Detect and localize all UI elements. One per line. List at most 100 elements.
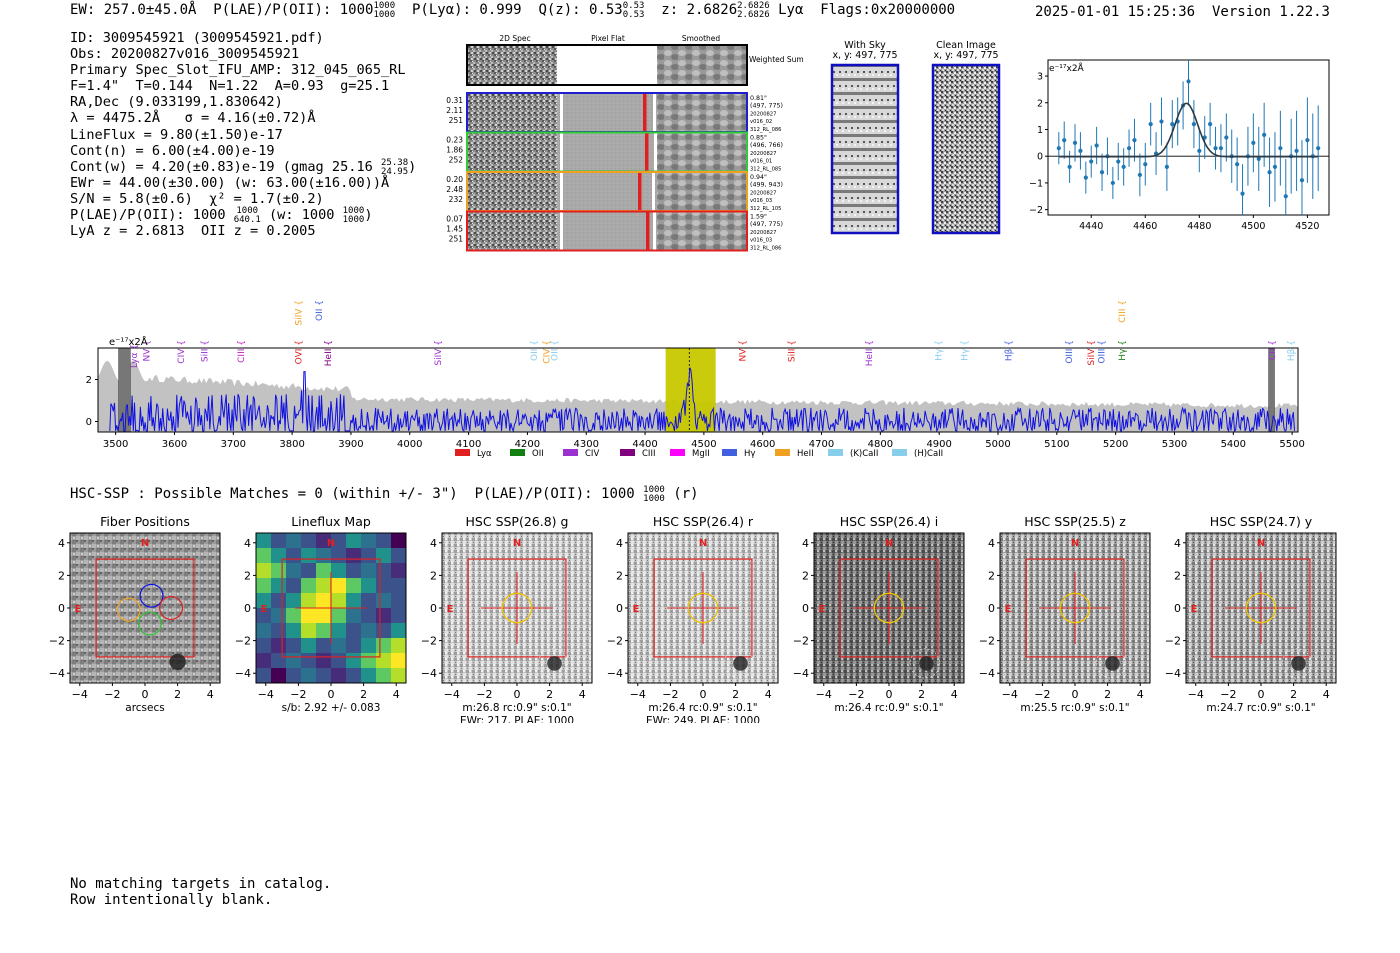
panel-caption: m:26.4 rc:0.9" s:0.1" [834, 702, 943, 714]
zoom-point [1294, 148, 1299, 153]
emission-line-label: HeII { [324, 340, 334, 366]
sky-error-fill [98, 360, 1298, 432]
col-title-smooth: Smoothed [682, 34, 721, 43]
info-obs: Obs: 20200827v016_3009545921 [70, 46, 300, 63]
search-box [95, 558, 195, 658]
fiber-circle [159, 595, 184, 621]
panel-title: HSC SSP(24.7) y [1210, 514, 1313, 529]
flux-map-cell [301, 653, 317, 669]
panel-ytick-label: −2 [49, 635, 65, 648]
zoom-point [1143, 162, 1148, 167]
panel-ytick-label: −4 [979, 667, 995, 680]
legend-label: (K)CaII [850, 449, 878, 459]
legend-label: (H)CaII [914, 449, 943, 459]
flux-map-cell [361, 638, 377, 654]
info-lambda: λ = 4475.2Å σ = 4.16(±0.72)Å [70, 110, 316, 127]
image-panel: HSC SSP(25.5) z N E 4 −4 2 −2 0 0 −2 2 −4 4 m:25.5 rc… [979, 514, 1151, 714]
zoom-point [1305, 138, 1310, 143]
legend-label: HeII [797, 449, 814, 459]
panel-ytick-label: 4 [1174, 537, 1181, 550]
zoom-point [1197, 148, 1202, 153]
legend-swatch [775, 449, 790, 456]
panel-ytick-label: 4 [802, 537, 809, 550]
flux-map-cell [256, 623, 272, 639]
flat-mask [560, 173, 563, 210]
flux-map-cell [301, 533, 317, 549]
flux-map-cell [301, 638, 317, 654]
panel-xtick-label: 2 [732, 688, 739, 701]
flux-map-cell [361, 533, 377, 549]
panel-xtick-label: 0 [328, 688, 335, 701]
flux-map-cell [391, 608, 407, 624]
panel-xtick-label: −4 [1188, 688, 1204, 701]
zoom-xtick-label: 4500 [1241, 221, 1265, 232]
spectrum-xtick-label: 4300 [574, 439, 599, 450]
flux-map-cell [346, 638, 362, 654]
emission-line-label: CIV { [177, 340, 187, 364]
legend-label: CIV [585, 449, 599, 459]
spectrum-xtick-label: 3600 [162, 439, 187, 450]
hsc-end: (r) [673, 486, 699, 502]
panel-ytick-label: 2 [616, 569, 623, 582]
flux-map-cell [346, 593, 362, 609]
flux-map-cell [361, 653, 377, 669]
spectrum-xtick-label: 4700 [809, 439, 834, 450]
search-box [653, 558, 753, 658]
flux-map-cell [331, 668, 347, 684]
cutout-stat: 251 [449, 235, 464, 244]
flux-map-cell [286, 653, 302, 669]
cutout-meta: 20200827 [750, 151, 776, 157]
zoom-point [1062, 138, 1067, 143]
info-lineflux: LineFlux = 9.80(±1.50)e-17 [70, 126, 283, 143]
aperture-circle [873, 592, 905, 624]
zoom-point [1056, 146, 1061, 151]
emission-line-label: OVI { [295, 340, 305, 364]
search-box [1211, 558, 1311, 658]
clean-image [931, 63, 1001, 235]
flux-map-cell [331, 533, 347, 549]
cutout-meta: 312_RL_086 [750, 245, 782, 251]
panel-xtick-label: −2 [848, 688, 864, 701]
panel-title: HSC SSP(26.4) r [653, 514, 754, 529]
flux-map-cell [301, 608, 317, 624]
flux-map-cell [361, 623, 377, 639]
flux-map-cell [271, 653, 287, 669]
flux-map-cell [391, 668, 407, 684]
flux-map-cell [286, 593, 302, 609]
zoom-point [1099, 170, 1105, 175]
qz-hi: 0.53 [622, 1, 645, 11]
flux-map-cell [316, 638, 332, 654]
flux-map-cell [286, 608, 302, 624]
fiber-circle [139, 583, 164, 608]
flux-map-cell [391, 563, 407, 579]
cutout-meta: 0.85" [750, 135, 767, 142]
cutout-smooth [657, 94, 746, 131]
flux-map-cell [391, 653, 407, 669]
flux-map-cell [271, 578, 287, 594]
flat-mask [560, 133, 563, 171]
hsc-matches-line: HSC-SSP : Possible Matches = 0 (within +… [70, 486, 699, 504]
panel-caption: EWr: 249, PLAE: 1000 [646, 715, 760, 723]
emission-line-label: OII { [550, 340, 560, 361]
spectrum-xtick-label: 3700 [221, 439, 246, 450]
spectrum-ylabel: e⁻¹⁷x2Å [109, 335, 148, 348]
spectrum-xtick-label: 5300 [1162, 439, 1187, 450]
emission-line-label: Hβ { [1287, 340, 1297, 361]
panel-ytick-label: 4 [430, 537, 437, 550]
panel-ytick-label: 0 [988, 602, 995, 615]
z-line: Lyα [778, 2, 804, 18]
flux-map-cell [346, 533, 362, 549]
panel-caption: m:25.5 rc:0.9" s:0.1" [1020, 702, 1129, 714]
flux-map-cell [256, 533, 272, 549]
spectrum-xtick-label: 3900 [338, 439, 363, 450]
compass-east: E [1191, 604, 1198, 615]
sky-images: With Sky x, y: 497, 775 Clean Image x, y… [830, 40, 1001, 235]
cutout-meta: (497, 775) [750, 221, 783, 228]
aperture-circle [501, 592, 533, 624]
panel-ytick-label: 2 [988, 569, 995, 582]
flat-red-column [645, 133, 649, 171]
flux-map-cell [286, 533, 302, 549]
flux-map-cell [331, 638, 347, 654]
